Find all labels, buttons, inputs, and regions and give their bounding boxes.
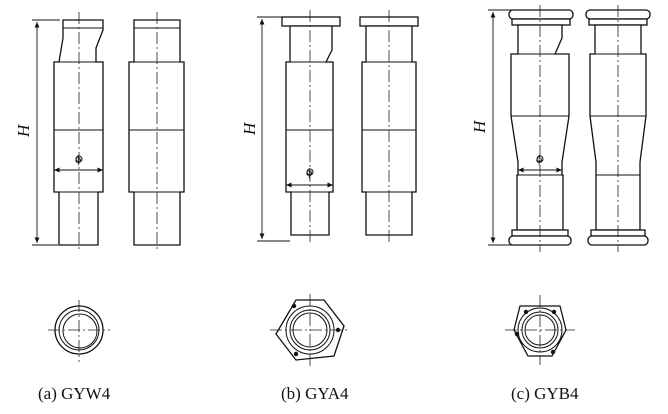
gya4-top-view <box>270 294 350 366</box>
gyb4-side-view <box>585 5 651 252</box>
caption-gyw4: (a) GYW4 <box>38 384 111 403</box>
caption-gya4: (b) GYA4 <box>281 384 349 403</box>
gyw4-side-view <box>128 12 185 252</box>
gyw4-front-view <box>53 12 104 252</box>
gyw4-diameter-label: ϕ <box>75 152 81 166</box>
gyw4-height-dimension <box>32 19 60 246</box>
gya4-height-dimension <box>257 16 290 242</box>
gyb4-front-view <box>508 5 574 252</box>
caption-gyb4: (c) GYB4 <box>511 384 579 403</box>
gyw4-top-view <box>48 300 110 362</box>
gyb4-height-label: H <box>470 119 489 134</box>
gya4-diameter-label: ϕ <box>306 165 312 179</box>
gyb4-top-view <box>505 295 575 365</box>
gyw4-height-label: H <box>14 123 33 138</box>
gya4-height-label: H <box>240 121 259 136</box>
gyb4-diameter-label: ϕ <box>536 152 542 166</box>
gya4-side-view <box>359 10 419 242</box>
gya4-front-view <box>281 10 341 242</box>
gyb4-height-dimension <box>488 9 512 246</box>
